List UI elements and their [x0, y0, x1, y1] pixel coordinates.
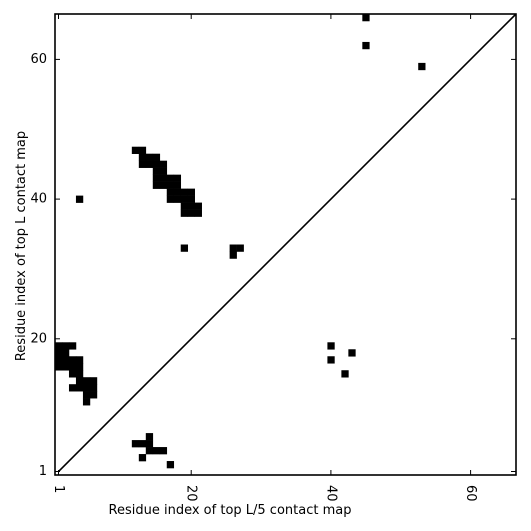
contact-cell [362, 14, 370, 22]
contact-cell [152, 153, 161, 161]
contact-cell [159, 167, 168, 175]
contact-cell [180, 244, 189, 252]
contact-cell [75, 356, 84, 364]
contact-cell [138, 440, 147, 448]
diagonal-line [57, 13, 517, 473]
contact-cell [145, 160, 154, 168]
contact-cell [89, 391, 98, 399]
contact-cell [180, 202, 189, 210]
contact-cell [187, 202, 195, 210]
contact-cell [173, 181, 182, 189]
contact-cell [166, 174, 175, 182]
contact-cell [159, 160, 168, 168]
plot-frame [54, 13, 517, 476]
contact-cell [68, 342, 77, 350]
contact-cell [166, 461, 175, 469]
contact-cell [152, 447, 161, 455]
contact-cell [194, 209, 202, 217]
x-tick-label: 40 [323, 485, 338, 502]
contact-cell [138, 153, 147, 161]
contact-cell [236, 244, 244, 252]
contact-cell [145, 433, 154, 441]
contact-cell [89, 377, 98, 385]
y-tick-label: 40 [30, 192, 47, 207]
contact-cell [145, 447, 154, 455]
contact-cell [166, 181, 175, 189]
contact-cell [159, 447, 168, 455]
y-tick-label: 20 [30, 331, 47, 346]
contact-cell [145, 440, 154, 448]
contact-cell [138, 146, 147, 154]
contact-cell [418, 62, 426, 71]
contact-cell [327, 356, 335, 364]
contact-cell [131, 440, 140, 448]
contact-cell [138, 454, 147, 462]
contact-cell [55, 363, 63, 371]
contact-cell [145, 153, 154, 161]
contact-cell [362, 41, 370, 50]
contact-cell [159, 181, 168, 189]
contact-cell [152, 174, 161, 182]
contact-cell [152, 167, 161, 175]
contact-cell [152, 181, 161, 189]
contact-cell [229, 244, 237, 252]
contact-cell [187, 188, 195, 196]
contact-cell [75, 195, 84, 203]
contact-cell [348, 349, 356, 357]
contact-cell [61, 356, 70, 364]
y-axis-ticks: 1 20 40 60 [30, 52, 516, 479]
x-axis-label: Residue index of top L/5 contact map [109, 503, 352, 518]
contact-cell [194, 202, 202, 210]
contact-cell [89, 384, 98, 392]
contact-cell [68, 384, 77, 392]
contact-cell [341, 370, 349, 378]
contact-cell [180, 195, 189, 203]
x-axis-ticks: 1 20 40 60 [51, 14, 478, 502]
contact-cell [55, 342, 63, 350]
contact-cell [68, 363, 77, 371]
contact-cell [166, 195, 175, 203]
contact-cell [173, 195, 182, 203]
x-tick-label: 1 [51, 485, 66, 493]
contact-cell [82, 377, 91, 385]
contact-cell [68, 356, 77, 364]
contact-cell [173, 174, 182, 182]
contact-cell [82, 391, 91, 399]
contact-cell [152, 160, 161, 168]
y-tick-label: 1 [39, 464, 47, 479]
contact-cell [61, 349, 70, 357]
contact-cell [82, 384, 91, 392]
contact-cell [166, 188, 175, 196]
contact-cell [138, 160, 147, 168]
contact-cell [75, 377, 84, 385]
contact-cell [82, 398, 91, 406]
contact-cell [187, 195, 195, 203]
contact-cell [180, 188, 189, 196]
contact-cell [75, 363, 84, 371]
y-axis-label: Residue index of top L contact map [14, 131, 29, 361]
contact-cell [187, 209, 195, 217]
contact-cell [55, 349, 63, 357]
contact-cell [75, 384, 84, 392]
contact-cell [131, 146, 140, 154]
contact-cell [75, 370, 84, 378]
y-tick-label: 60 [30, 52, 47, 67]
contact-cell [159, 174, 168, 182]
x-tick-label: 60 [463, 485, 478, 502]
contact-cell [173, 188, 182, 196]
x-tick-label: 20 [184, 485, 199, 502]
contact-cell [68, 370, 77, 378]
contact-cell [327, 342, 335, 350]
contact-cell [180, 209, 189, 217]
contact-cell [229, 251, 237, 259]
contact-cell [61, 342, 70, 350]
contact-cell [61, 363, 70, 371]
contact-cells [55, 14, 426, 469]
contact-cell [55, 356, 63, 364]
